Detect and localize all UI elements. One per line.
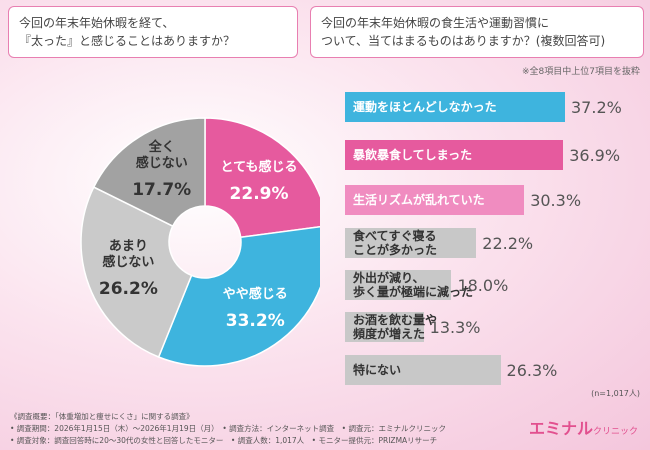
segment-value: 33.2% — [225, 310, 285, 331]
bar — [345, 185, 525, 215]
bar-label: 外出が減り、 歩く量が極端に減った — [353, 271, 474, 299]
bar — [345, 270, 452, 300]
donut-segment — [204, 117, 320, 239]
bar-label: 生活リズムが乱れていた — [353, 193, 485, 207]
note: ※全8項目中上位7項目を抜粋 — [522, 67, 640, 77]
bar-label: 食べてすぐ寝る ことが多かった — [353, 229, 438, 257]
segment-label: とても感じる — [220, 160, 298, 176]
segment-value: 26.2% — [98, 279, 158, 300]
bar-value: 18.0% — [457, 275, 509, 295]
bar-label: 暴飲暴食してしまった — [353, 148, 473, 162]
bar-value: 26.3% — [506, 360, 558, 380]
footer-line: 《調査概要：「体重増加と痩せにくさ」に関する調査》 — [10, 412, 194, 421]
bar-label: お酒を飲む量や 頻度が増えた — [353, 313, 438, 341]
donut-segment — [92, 117, 206, 228]
brand: エミナルクリニック — [529, 415, 638, 439]
bar — [345, 355, 501, 385]
segment-value: 17.7% — [132, 180, 192, 201]
segment-label: 全く 感じない — [135, 140, 188, 172]
segment-label: やや感じる — [222, 286, 288, 302]
segment-label: あまり 感じない — [102, 239, 155, 271]
bar-value: 36.9% — [569, 145, 621, 165]
bar-title: 今回の年末年始休暇の食生活や運動習慣に ついて、当てはまるものはありますか？(複… — [310, 6, 644, 58]
bar-value: 22.2% — [482, 233, 534, 253]
footer-line: • 調査期間：2026年1月15日（木）〜2026年1月19日（月） • 調査方… — [10, 424, 446, 433]
brand-sub: クリニック — [592, 427, 638, 437]
bar-value: 13.3% — [429, 317, 481, 337]
sample-size: (n=1,017人) — [591, 389, 640, 398]
bar-label: 運動をほとんどしなかった — [353, 100, 497, 114]
bar — [345, 312, 424, 342]
bar-label: 特にない — [353, 363, 402, 377]
segment-value: 22.9% — [229, 184, 289, 205]
bar — [345, 92, 565, 122]
bar-value: 37.2% — [571, 97, 622, 117]
donut-chart — [80, 117, 320, 367]
brand-name: エミナル — [528, 419, 593, 438]
donut-segment — [80, 186, 193, 358]
bar — [345, 228, 477, 258]
footer-line: • 調査対象：調査回答時に20〜30代の女性と回答したモニター • 調査人数：1… — [10, 436, 438, 445]
bar-value: 30.3% — [530, 190, 582, 210]
donut-title: 今回の年末年始休暇を経て、 『太った』と感じることはありますか？ — [8, 6, 298, 58]
donut-segment — [157, 225, 320, 367]
bar — [345, 140, 564, 170]
